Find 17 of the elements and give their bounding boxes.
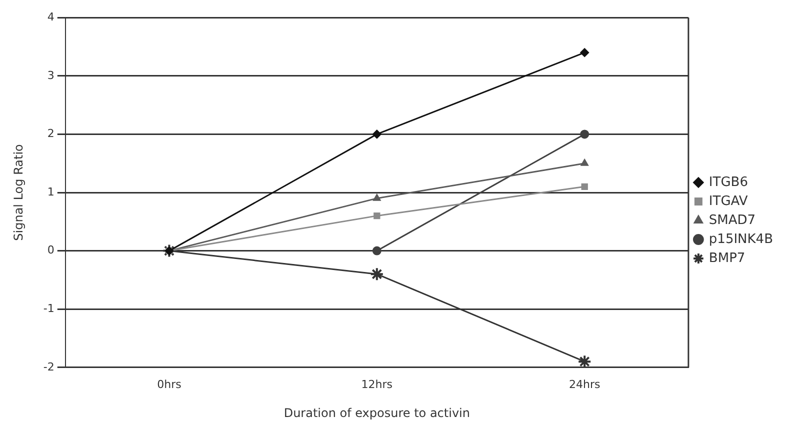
x-axis-title: Duration of exposure to activin [284,406,470,420]
y-tick-label: 2 [47,127,54,140]
y-tick-label: 3 [47,68,54,82]
y-tick-label: 4 [47,10,54,24]
y-tick-label: -2 [43,360,54,374]
x-tick-label: 24hrs [568,378,600,391]
legend-label: p15INK4B [708,232,774,247]
legend-label: BMP7 [708,250,746,266]
x-tick-label: 0hrs [157,378,182,391]
legend-label: SMAD7 [708,212,756,228]
x-tick-label: 12hrs [361,378,393,391]
legend-label: ITGAV [708,194,748,209]
y-tick-label: 1 [47,185,54,198]
y-axis-title: Signal Log Ratio [11,144,26,241]
legend-label: ITGB6 [708,174,748,190]
y-tick-label: 0 [47,244,54,257]
y-tick-label: -1 [43,302,54,315]
